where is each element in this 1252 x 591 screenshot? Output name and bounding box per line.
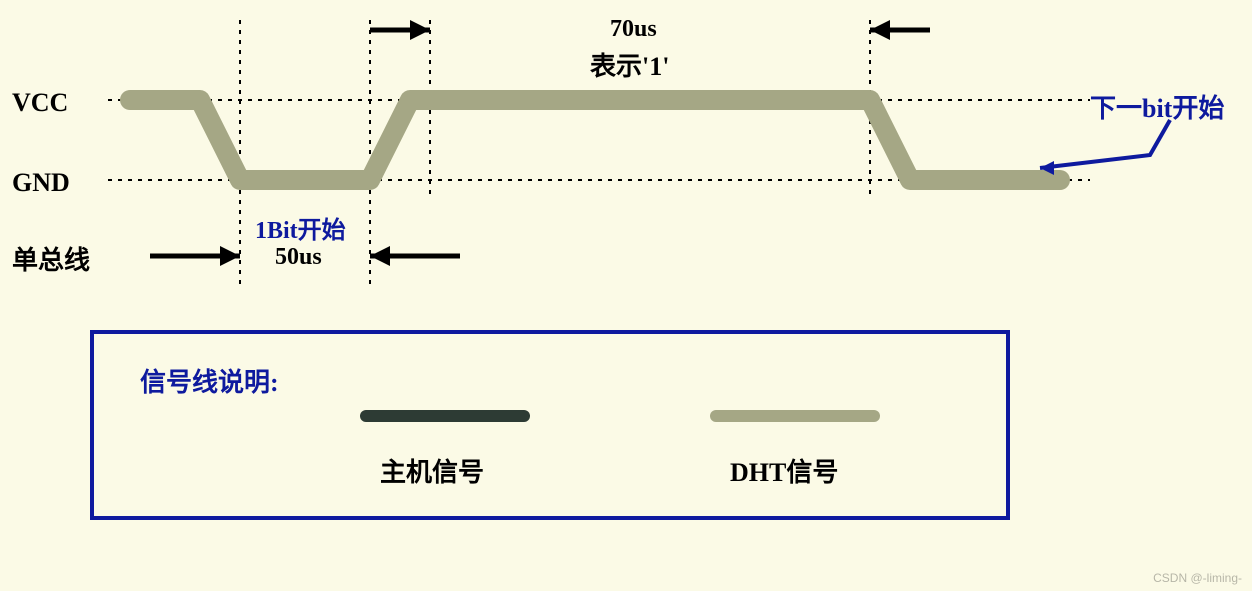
bit-start-label: 1Bit开始 <box>255 210 346 245</box>
bus-label: 单总线 <box>12 240 90 277</box>
vcc-label: VCC <box>12 88 68 118</box>
time-50us-label: 50us <box>275 244 322 271</box>
legend-box <box>90 330 1010 520</box>
next-bit-label: 下一bit开始 <box>1090 88 1224 125</box>
legend-title: 信号线说明: <box>140 362 279 399</box>
legend-dht-line <box>710 410 880 422</box>
legend-host-line <box>360 410 530 422</box>
legend-host-label: 主机信号 <box>380 452 484 489</box>
timing-diagram: VCC GND 单总线 70us 表示'1' 1Bit开始 50us 下一bit… <box>0 0 1252 591</box>
watermark: CSDN @-liming- <box>1153 571 1242 585</box>
represents-1-label: 表示'1' <box>590 46 669 83</box>
time-70us-label: 70us <box>610 16 657 43</box>
legend-dht-label: DHT信号 <box>730 452 838 489</box>
gnd-label: GND <box>12 168 70 198</box>
